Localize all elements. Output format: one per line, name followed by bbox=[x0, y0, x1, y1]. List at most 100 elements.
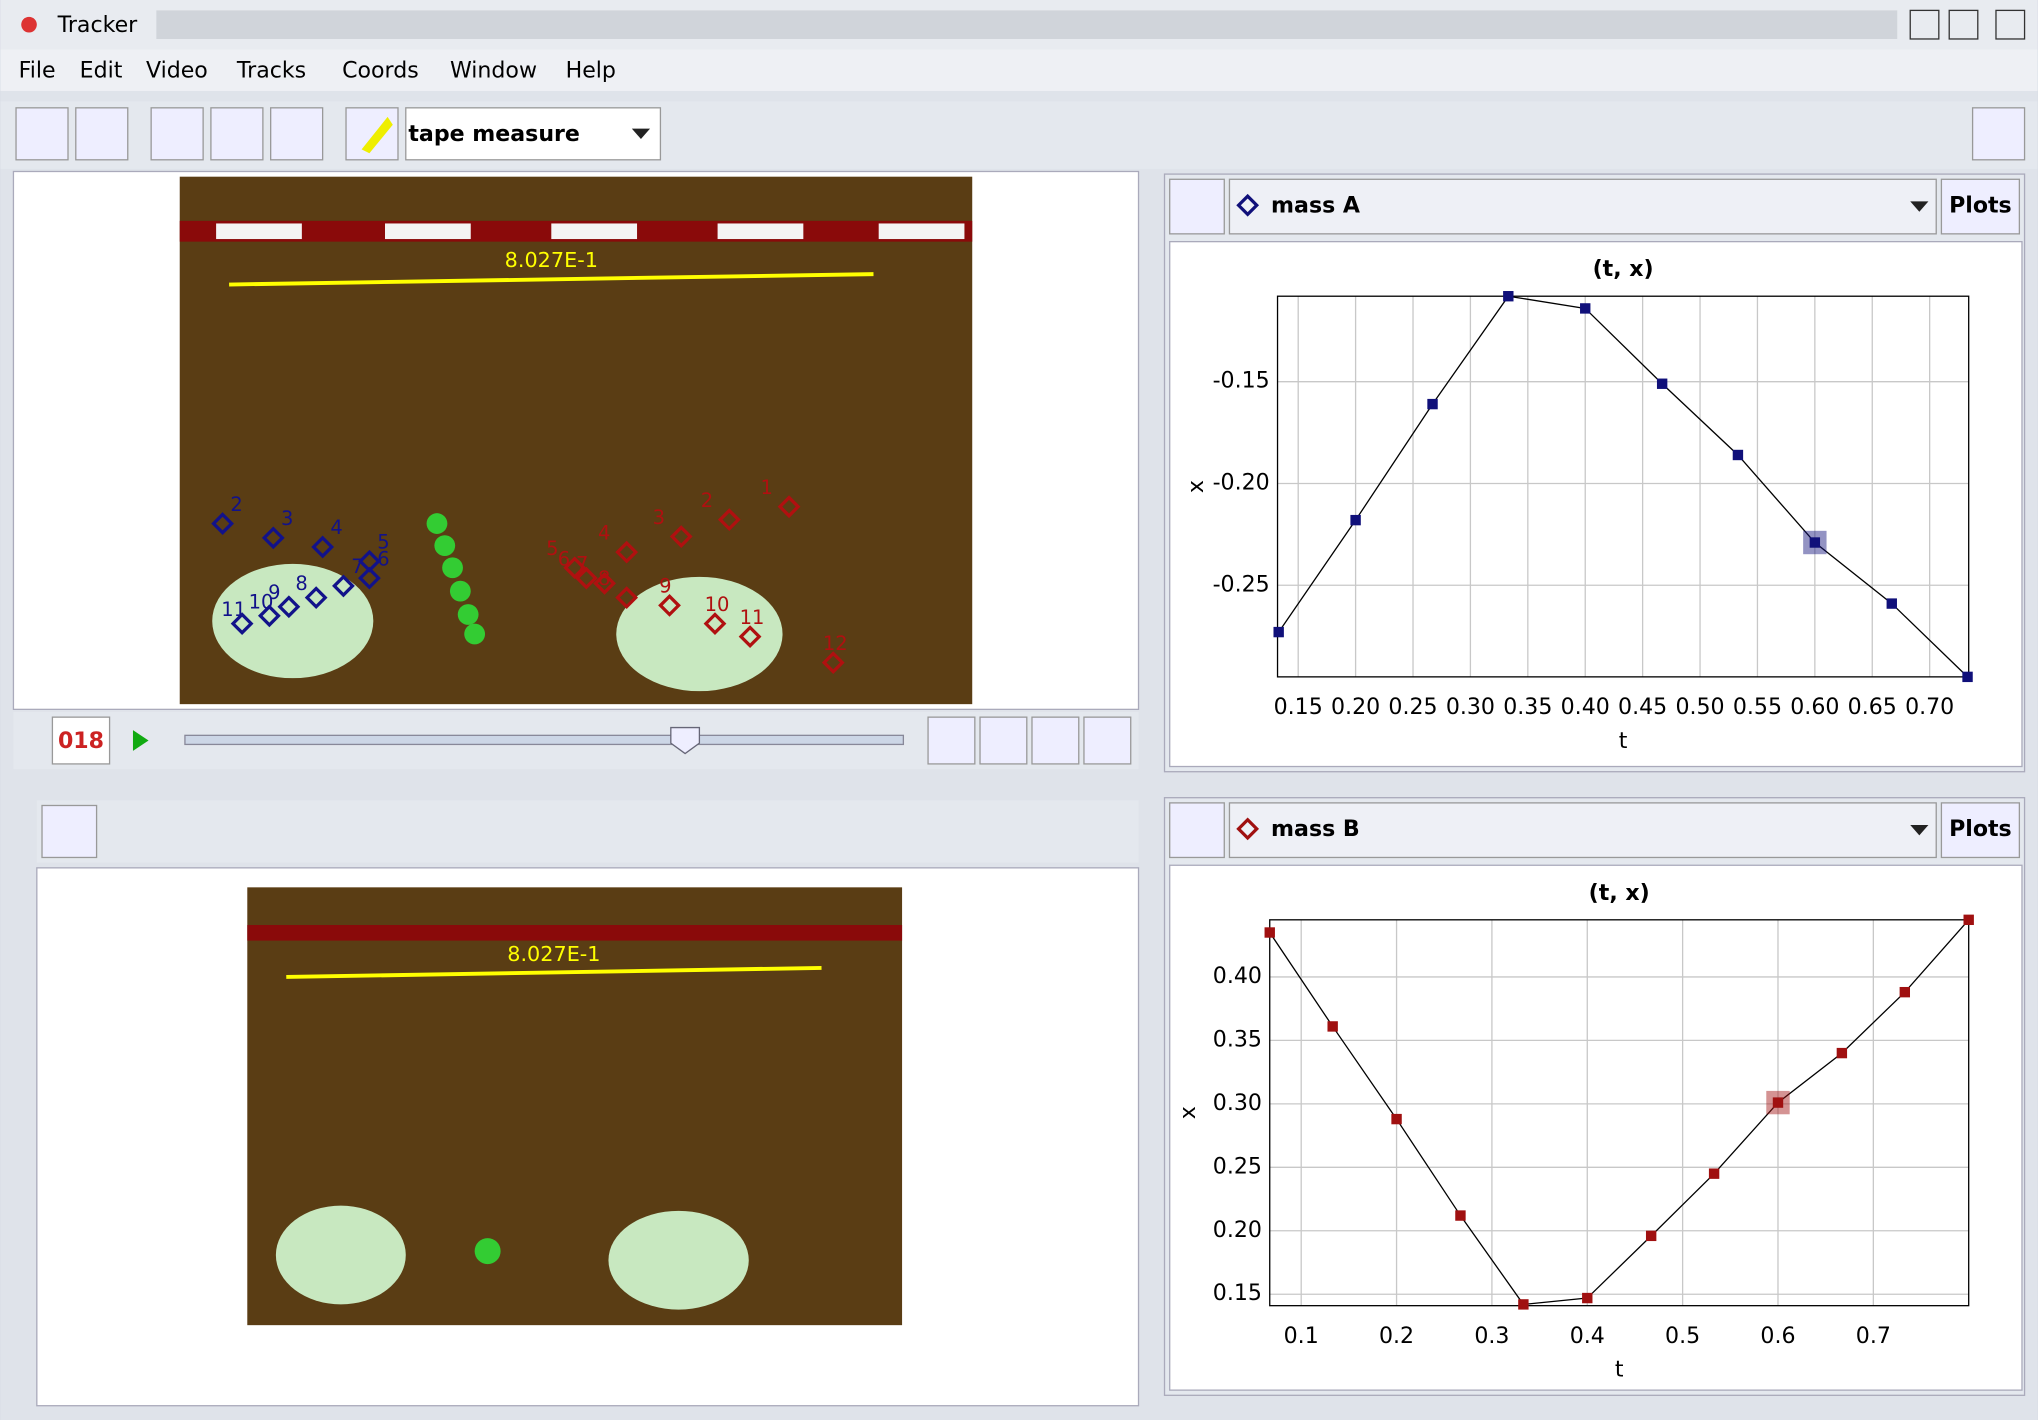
tape-measure bbox=[229, 272, 874, 287]
lower-puck-b bbox=[608, 1210, 749, 1310]
marker-label: 4 bbox=[598, 521, 610, 544]
track-marker bbox=[358, 566, 381, 590]
step-back-button[interactable] bbox=[927, 716, 976, 765]
minimize-button[interactable] bbox=[1909, 9, 1940, 40]
menu-item[interactable]: Video bbox=[146, 58, 208, 83]
y-tick-label: 0.40 bbox=[1213, 964, 1262, 989]
marker-label: 3 bbox=[281, 507, 293, 530]
marker-label: 2 bbox=[701, 489, 713, 512]
plots-button-label: Plots bbox=[1949, 817, 2012, 842]
lower-tape-length: 8.027E-1 bbox=[507, 942, 600, 966]
puck-a bbox=[212, 563, 374, 679]
puck-b bbox=[616, 576, 783, 692]
marker-label: 9 bbox=[268, 581, 280, 604]
marker-label: 8 bbox=[295, 572, 307, 595]
menu-bar bbox=[0, 49, 2038, 91]
plot-type-button[interactable] bbox=[1169, 802, 1225, 859]
app-icon bbox=[21, 16, 37, 33]
data-point bbox=[1656, 378, 1668, 389]
play-button[interactable] bbox=[132, 730, 149, 751]
plots-button[interactable] bbox=[1940, 802, 2021, 859]
lower-axes-button[interactable] bbox=[41, 804, 98, 859]
plots-button[interactable] bbox=[1940, 178, 2021, 235]
marker-label: 8 bbox=[598, 567, 610, 590]
y-axis-label: x bbox=[1184, 480, 1209, 493]
x-tick-label: 0.45 bbox=[1618, 695, 1667, 720]
slider-thumb[interactable] bbox=[670, 726, 701, 755]
track-marker bbox=[574, 566, 598, 590]
y-tick-label: 0.30 bbox=[1213, 1091, 1262, 1116]
x-tick-label: 0.6 bbox=[1760, 1324, 1795, 1349]
green-track bbox=[426, 513, 486, 645]
autotracker-button[interactable] bbox=[270, 107, 324, 161]
marker-label: 12 bbox=[823, 632, 848, 655]
step-forward-button[interactable] bbox=[979, 716, 1028, 765]
plot-area bbox=[1277, 296, 1969, 677]
track-dropdown[interactable] bbox=[1228, 802, 1937, 859]
data-point bbox=[1518, 1299, 1529, 1310]
save-button[interactable] bbox=[75, 107, 129, 161]
y-tick-label: -0.20 bbox=[1213, 470, 1270, 495]
axes-button[interactable] bbox=[150, 107, 204, 161]
track-marker bbox=[593, 571, 616, 595]
marker-label: 9 bbox=[659, 575, 671, 598]
data-point bbox=[1809, 537, 1821, 548]
data-point bbox=[1899, 986, 1911, 998]
plots-button-label: Plots bbox=[1949, 194, 2012, 219]
track-control-button[interactable] bbox=[210, 107, 264, 161]
lower-toolbar bbox=[36, 800, 1139, 863]
tape-button[interactable] bbox=[345, 107, 399, 161]
track-marker bbox=[311, 535, 335, 559]
menu-item[interactable]: Tracks bbox=[236, 58, 306, 83]
clip-settings-button[interactable] bbox=[1083, 716, 1132, 765]
x-tick-label: 0.65 bbox=[1848, 695, 1897, 720]
marker-label: 5 bbox=[546, 537, 558, 560]
menu-item[interactable]: File bbox=[19, 58, 56, 83]
notes-button[interactable] bbox=[1971, 107, 2026, 161]
menu-item[interactable]: Edit bbox=[80, 58, 123, 83]
marker-label: 3 bbox=[653, 506, 665, 529]
open-button[interactable] bbox=[15, 107, 69, 161]
marker-label: 10 bbox=[705, 593, 730, 616]
x-tick-label: 0.50 bbox=[1675, 695, 1724, 720]
data-point bbox=[1962, 671, 1973, 683]
frame-field[interactable] bbox=[51, 716, 111, 765]
plot-area bbox=[1269, 919, 1969, 1306]
data-point bbox=[1427, 398, 1438, 410]
marker-label: 11 bbox=[221, 598, 246, 621]
x-tick-label: 0.1 bbox=[1284, 1324, 1319, 1349]
track-marker bbox=[821, 651, 845, 674]
track-name: mass A bbox=[1271, 194, 1360, 219]
data-point bbox=[1327, 1021, 1338, 1032]
track-marker bbox=[669, 525, 693, 548]
data-point bbox=[1391, 1113, 1402, 1125]
lower-puck-a bbox=[275, 1205, 406, 1305]
menu-item[interactable]: Window bbox=[450, 58, 537, 83]
tool-dropdown[interactable] bbox=[405, 107, 662, 161]
y-tick-label: 0.35 bbox=[1213, 1027, 1262, 1052]
lower-green-mark bbox=[474, 1238, 501, 1265]
data-line bbox=[1269, 919, 1970, 1306]
maximize-button[interactable] bbox=[1948, 9, 1979, 40]
track-marker bbox=[277, 595, 301, 619]
marker-label: 10 bbox=[249, 590, 274, 613]
x-tick-label: 0.35 bbox=[1503, 695, 1552, 720]
y-tick-label: 0.25 bbox=[1213, 1154, 1262, 1179]
marker-label: 4 bbox=[330, 516, 342, 539]
marker-label: 1 bbox=[760, 476, 772, 499]
slider-track[interactable] bbox=[184, 734, 905, 746]
x-tick-label: 0.30 bbox=[1446, 695, 1495, 720]
data-point bbox=[1455, 1210, 1466, 1221]
plot-type-button[interactable] bbox=[1169, 178, 1225, 235]
data-point bbox=[1273, 626, 1284, 638]
menu-item[interactable]: Help bbox=[566, 58, 616, 83]
track-marker bbox=[230, 612, 254, 635]
x-tick-label: 0.40 bbox=[1561, 695, 1610, 720]
y-tick-label: 0.15 bbox=[1213, 1281, 1262, 1306]
menu-item[interactable]: Coords bbox=[342, 58, 419, 83]
lower-ruler bbox=[247, 925, 903, 941]
loop-button[interactable] bbox=[1031, 716, 1080, 765]
x-tick-label: 0.55 bbox=[1733, 695, 1782, 720]
close-button[interactable] bbox=[1995, 9, 2026, 40]
track-dropdown[interactable] bbox=[1228, 178, 1937, 235]
